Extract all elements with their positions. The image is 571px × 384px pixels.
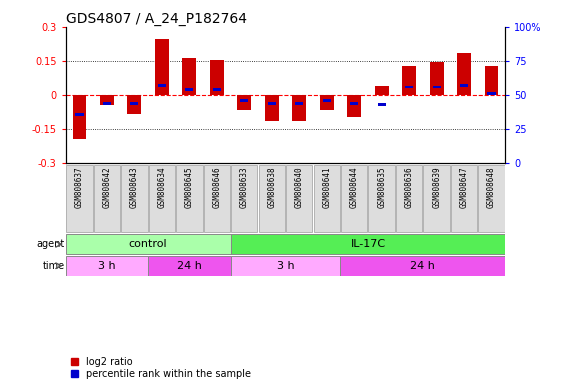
Bar xyxy=(457,53,471,95)
Text: 3 h: 3 h xyxy=(98,261,116,271)
Text: GSM808639: GSM808639 xyxy=(432,166,441,208)
Bar xyxy=(185,88,194,91)
Bar xyxy=(403,66,416,95)
FancyBboxPatch shape xyxy=(148,165,175,232)
Bar xyxy=(405,86,413,88)
Text: GSM808644: GSM808644 xyxy=(349,166,359,208)
FancyBboxPatch shape xyxy=(368,165,395,232)
Text: control: control xyxy=(129,239,167,249)
Bar xyxy=(347,95,361,117)
FancyBboxPatch shape xyxy=(204,165,230,232)
FancyBboxPatch shape xyxy=(451,165,477,232)
FancyBboxPatch shape xyxy=(396,165,423,232)
Legend: log2 ratio, percentile rank within the sample: log2 ratio, percentile rank within the s… xyxy=(71,357,251,379)
Bar xyxy=(485,66,498,95)
Bar xyxy=(432,86,441,88)
Bar xyxy=(210,60,224,95)
Bar xyxy=(127,95,141,114)
Bar xyxy=(212,88,221,91)
Bar xyxy=(268,102,276,105)
FancyBboxPatch shape xyxy=(94,165,120,232)
Text: GSM808648: GSM808648 xyxy=(487,166,496,208)
FancyBboxPatch shape xyxy=(121,165,147,232)
Bar xyxy=(238,95,251,110)
FancyBboxPatch shape xyxy=(148,256,231,276)
Bar xyxy=(460,84,468,87)
Bar xyxy=(103,102,111,105)
Text: GSM808634: GSM808634 xyxy=(158,166,166,208)
Text: GSM808633: GSM808633 xyxy=(240,166,249,208)
Bar xyxy=(323,99,331,102)
Bar xyxy=(295,102,303,105)
Bar xyxy=(100,95,114,105)
Text: GSM808645: GSM808645 xyxy=(185,166,194,208)
Bar xyxy=(265,95,279,121)
Bar xyxy=(375,86,388,95)
FancyBboxPatch shape xyxy=(176,165,203,232)
Text: GSM808638: GSM808638 xyxy=(267,166,276,208)
FancyBboxPatch shape xyxy=(424,165,450,232)
FancyBboxPatch shape xyxy=(259,165,285,232)
FancyBboxPatch shape xyxy=(231,165,258,232)
FancyBboxPatch shape xyxy=(313,165,340,232)
FancyBboxPatch shape xyxy=(231,256,340,276)
Text: GDS4807 / A_24_P182764: GDS4807 / A_24_P182764 xyxy=(66,12,247,26)
Bar xyxy=(488,93,496,95)
Text: 24 h: 24 h xyxy=(411,261,435,271)
FancyBboxPatch shape xyxy=(66,234,231,254)
Text: GSM808636: GSM808636 xyxy=(405,166,413,208)
FancyBboxPatch shape xyxy=(478,165,505,232)
Bar xyxy=(377,103,386,106)
Bar xyxy=(158,84,166,87)
Bar xyxy=(130,102,139,105)
FancyBboxPatch shape xyxy=(286,165,312,232)
Bar xyxy=(430,62,444,95)
FancyBboxPatch shape xyxy=(340,256,505,276)
Text: GSM808643: GSM808643 xyxy=(130,166,139,208)
Text: IL-17C: IL-17C xyxy=(351,239,385,249)
FancyBboxPatch shape xyxy=(66,256,148,276)
Bar xyxy=(155,40,168,95)
Text: time: time xyxy=(43,261,65,271)
FancyBboxPatch shape xyxy=(341,165,367,232)
Text: GSM808646: GSM808646 xyxy=(212,166,222,208)
FancyBboxPatch shape xyxy=(66,165,93,232)
Text: GSM808642: GSM808642 xyxy=(102,166,111,208)
Text: GSM808641: GSM808641 xyxy=(322,166,331,208)
Bar xyxy=(292,95,306,121)
Text: agent: agent xyxy=(37,239,65,249)
Text: 24 h: 24 h xyxy=(177,261,202,271)
Text: GSM808637: GSM808637 xyxy=(75,166,84,208)
Text: GSM808640: GSM808640 xyxy=(295,166,304,208)
Bar xyxy=(183,58,196,95)
Bar xyxy=(73,95,86,139)
Bar xyxy=(75,113,83,116)
Bar xyxy=(350,102,359,105)
Text: 3 h: 3 h xyxy=(277,261,294,271)
Bar xyxy=(240,99,248,102)
Text: GSM808647: GSM808647 xyxy=(460,166,469,208)
FancyBboxPatch shape xyxy=(231,234,505,254)
Bar xyxy=(320,95,333,110)
Text: GSM808635: GSM808635 xyxy=(377,166,386,208)
